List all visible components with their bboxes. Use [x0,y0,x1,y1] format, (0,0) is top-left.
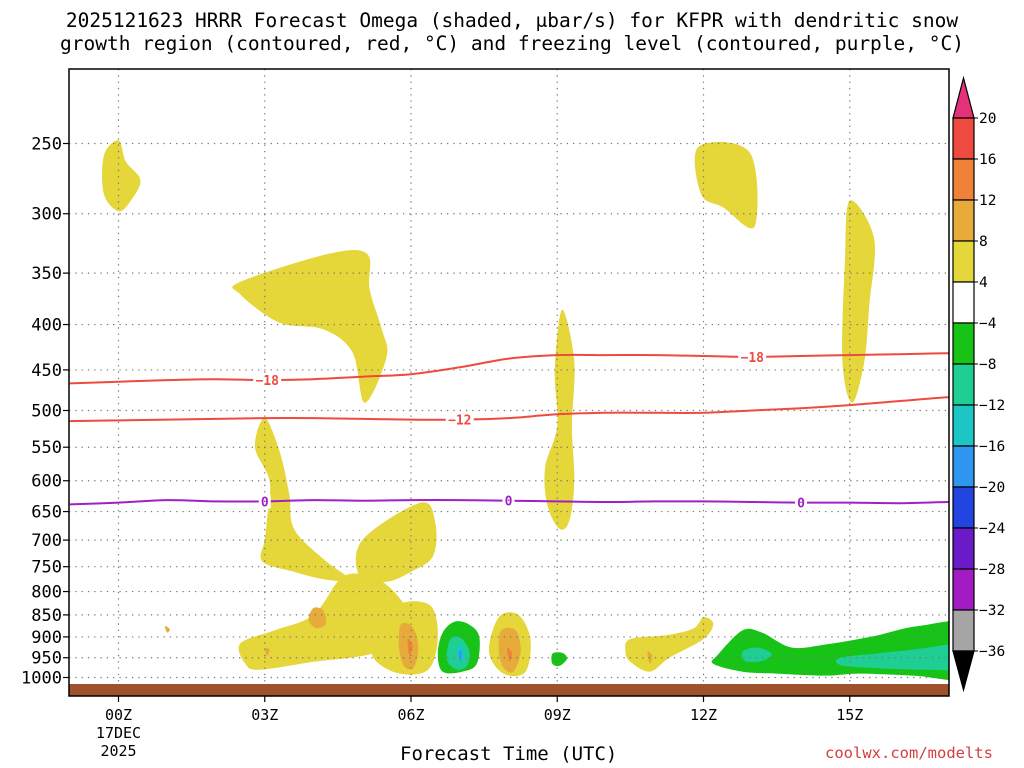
omega-region-9 [694,141,758,229]
omega-region-8 [625,617,714,672]
colorbar-label: −20 [979,480,1005,496]
colorbar-segment [952,527,975,570]
contour-label-bg [795,495,807,510]
x-tick-label-12Z: 12Z [690,706,717,724]
y-tick-label-500: 500 [31,402,62,422]
colorbar-segment [952,240,975,283]
omega-region-24 [836,644,949,671]
colorbar-label: −16 [979,439,1005,455]
contour-label-2-1: 0 [505,495,513,510]
y-tick-label-450: 450 [31,361,62,381]
omega-region-13 [308,607,327,629]
colorbar-label: −12 [979,398,1005,414]
colorbar-top-arrow [952,75,975,119]
colorbar-segment [952,363,975,406]
credit-link[interactable]: coolwx.com/modelts [825,744,993,762]
contour-label-bg [738,349,767,364]
contour-label-0-0: −18 [255,374,279,389]
plot-area [69,69,949,696]
colorbar-segment [952,568,975,611]
y-tick-label-350: 350 [31,264,62,284]
axes: 2503003504004505005506006507007508008509… [21,135,863,761]
y-tick-label-750: 750 [31,558,62,578]
contour-label-0-1: −18 [741,351,765,366]
colorbar-segment [952,322,975,365]
y-tick-label-550: 550 [31,438,62,458]
y-tick-label-400: 400 [31,316,62,336]
y-tick-label-1000: 1000 [21,669,62,689]
colorbar: 20 16 12 8 4 −4 −8 −12 −16 −20 −24 −28 −32 −36 [952,75,1005,693]
x-tick-label-15Z: 15Z [836,706,863,724]
y-tick-label-700: 700 [31,531,62,551]
colorbar-label: 20 [979,111,996,127]
omega-region-7 [544,309,575,530]
colorbar-segment [952,445,975,488]
contour-label-1-0: −12 [448,414,471,429]
omega-region-2 [254,418,355,582]
colorbar-label: −24 [979,521,1005,537]
contour-line-2 [69,499,949,506]
contour-label-bg [253,373,282,388]
colorbar-bottom-arrow [952,650,975,693]
omega-region-11 [164,626,170,633]
colorbar-segment [952,117,975,160]
colorbar-label: −32 [979,603,1005,619]
y-tick-label-800: 800 [31,583,62,603]
colorbar-label: −4 [979,316,997,332]
omega-region-4 [355,502,437,583]
colorbar-label: −36 [979,644,1005,660]
omega-shading [102,140,949,681]
y-tick-label-950: 950 [31,649,62,669]
colorbar-segment [952,158,975,201]
y-tick-label-650: 650 [31,503,62,523]
contour-label-2-2: 0 [797,497,805,512]
omega-region-1 [232,249,388,403]
contour-label-bg [258,494,271,509]
x-tick-label-06Z: 06Z [397,706,424,724]
colorbar-label: 8 [979,234,988,250]
plot-border [68,68,950,697]
colorbar-segment [952,486,975,529]
chart-title-line-2: growth region (contoured, red, °C) and f… [60,32,964,55]
colorbar-label: −28 [979,562,1005,578]
x-tick-label-03Z: 03Z [251,706,278,724]
omega-region-23 [741,647,772,663]
colorbar-label: 16 [979,152,996,168]
omega-region-10 [842,200,876,403]
x-tick-sublabel-1: 2025 [100,742,136,760]
colorbar-segment [952,281,975,324]
colorbar-label: 12 [979,193,996,209]
x-axis-title: Forecast Time (UTC) [400,743,618,765]
omega-region-20 [551,652,568,667]
chart-title-line-1: 2025121623 HRRR Forecast Omega (shaded, … [65,9,959,32]
y-tick-label-850: 850 [31,606,62,626]
colorbar-segment [952,404,975,447]
contour-label-bg [502,493,515,508]
y-tick-label-250: 250 [31,135,62,155]
ground-surface [69,684,949,696]
temperature-contours: −18 −18 −12 0 0 0 [69,349,949,512]
contour-label-bg [445,412,474,427]
colorbar-label: −8 [979,357,996,373]
colorbar-segment [952,609,975,652]
contour-line-0 [69,352,949,385]
y-tick-label-600: 600 [31,472,62,492]
colorbar-label: 4 [979,275,988,291]
x-tick-label-00Z: 00Z [105,706,132,724]
y-tick-label-900: 900 [31,628,62,648]
x-tick-sublabel-0: 17DEC [96,724,141,742]
contour-label-2-0: 0 [261,495,269,510]
y-tick-label-300: 300 [31,205,62,225]
omega-region-26 [459,650,462,662]
x-tick-label-09Z: 09Z [544,706,571,724]
omega-region-0 [102,140,141,212]
colorbar-segment [952,199,975,242]
contour-line-1 [69,396,949,423]
omega-region-12 [264,648,270,656]
